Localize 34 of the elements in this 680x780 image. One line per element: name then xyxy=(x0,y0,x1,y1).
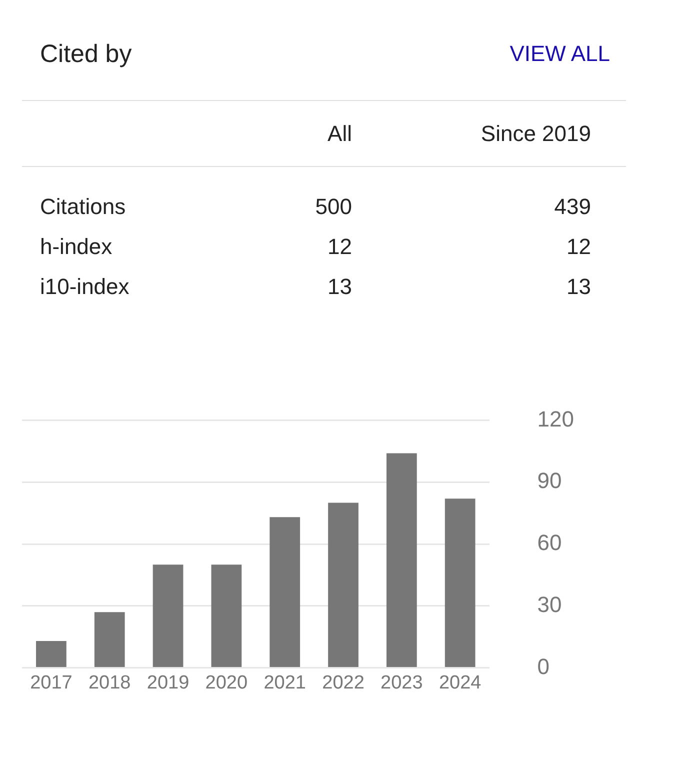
text: 12 xyxy=(326,234,352,260)
bar xyxy=(444,498,476,668)
text: h-index xyxy=(39,234,114,260)
text: 12 xyxy=(566,234,592,260)
x-tick-label: 2021 xyxy=(264,672,306,694)
bar xyxy=(386,453,417,668)
x-tick-label: 2017 xyxy=(30,672,72,694)
text: All xyxy=(326,120,352,146)
bar xyxy=(328,502,358,668)
y-tick-label: 60 xyxy=(537,530,562,556)
text: 13 xyxy=(326,274,352,300)
text: 13 xyxy=(566,274,592,300)
text: Cited by xyxy=(39,40,132,68)
text: Since 2019 xyxy=(480,120,592,146)
text: 439 xyxy=(553,194,592,220)
y-tick-label: 90 xyxy=(537,468,562,494)
x-tick-label: 2019 xyxy=(146,672,190,694)
bar xyxy=(211,564,242,668)
x-tick-label: 2020 xyxy=(205,672,248,694)
bar xyxy=(94,612,125,668)
text: 500 xyxy=(314,194,352,220)
text: Citations xyxy=(39,194,127,220)
x-tick-label: 2018 xyxy=(88,672,131,694)
x-tick-label: 2023 xyxy=(380,672,423,694)
y-tick-label: 30 xyxy=(537,592,562,617)
x-tick-label: 2024 xyxy=(438,672,482,694)
x-tick-label: 2022 xyxy=(322,672,364,694)
bar xyxy=(36,640,66,668)
bar xyxy=(152,564,184,668)
text: VIEW ALL xyxy=(510,41,611,67)
y-tick-label: 120 xyxy=(537,406,574,432)
bar xyxy=(270,517,300,668)
y-tick-label: 0 xyxy=(537,654,550,679)
text: i10-index xyxy=(39,274,130,300)
